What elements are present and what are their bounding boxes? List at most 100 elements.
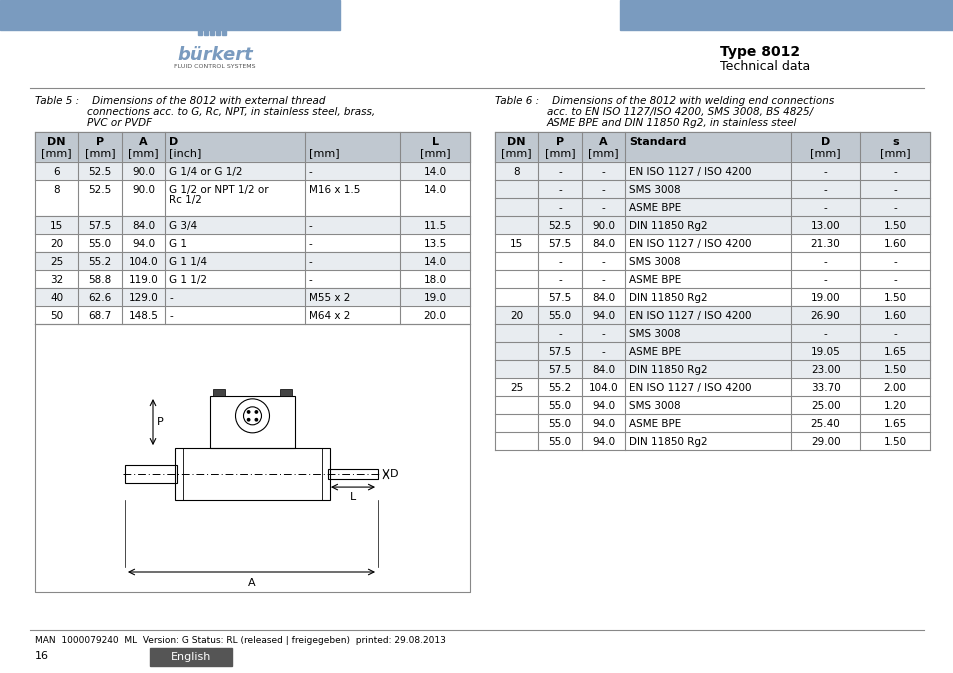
Bar <box>213 389 225 396</box>
Bar <box>35 270 470 288</box>
Text: D: D <box>390 469 398 479</box>
Bar <box>495 198 929 216</box>
Text: 58.8: 58.8 <box>89 275 112 285</box>
Text: 40: 40 <box>51 293 63 303</box>
Bar <box>495 234 929 252</box>
Text: 94.0: 94.0 <box>132 239 155 249</box>
Text: 20: 20 <box>51 239 63 249</box>
Text: 16: 16 <box>35 651 49 661</box>
Text: -: - <box>558 275 561 285</box>
Text: [mm]: [mm] <box>41 148 72 158</box>
Bar <box>125 465 177 483</box>
Text: [mm]: [mm] <box>588 148 618 158</box>
Bar <box>198 30 202 35</box>
Text: 104.0: 104.0 <box>588 383 618 393</box>
Bar <box>495 288 929 306</box>
Text: 25: 25 <box>510 383 523 393</box>
Bar <box>210 30 213 35</box>
Text: 57.5: 57.5 <box>548 293 571 303</box>
Bar <box>35 288 470 306</box>
Bar <box>35 252 470 270</box>
Text: 19.00: 19.00 <box>810 293 840 303</box>
Text: Standard: Standard <box>629 137 686 147</box>
Bar <box>495 360 929 378</box>
Text: P: P <box>157 417 164 427</box>
Text: 1.60: 1.60 <box>882 239 905 249</box>
Text: 1.50: 1.50 <box>882 437 905 447</box>
Bar <box>150 648 232 666</box>
Text: s: s <box>891 137 898 147</box>
Text: D: D <box>170 137 178 147</box>
Text: A: A <box>598 137 607 147</box>
Bar <box>204 30 208 35</box>
Text: 8: 8 <box>53 185 60 195</box>
Text: 129.0: 129.0 <box>129 293 158 303</box>
Bar <box>215 30 220 35</box>
Text: EN ISO 1127 / ISO 4200: EN ISO 1127 / ISO 4200 <box>629 167 751 177</box>
Text: [mm]: [mm] <box>544 148 575 158</box>
Bar <box>35 324 470 592</box>
Text: [mm]: [mm] <box>129 148 159 158</box>
Text: -: - <box>892 329 896 339</box>
Bar <box>280 389 292 396</box>
Text: ASME BPE: ASME BPE <box>629 347 681 357</box>
Text: P: P <box>96 137 104 147</box>
Text: 15: 15 <box>510 239 523 249</box>
Text: 94.0: 94.0 <box>592 311 615 321</box>
Text: English: English <box>171 652 211 662</box>
Text: [inch]: [inch] <box>170 148 202 158</box>
Bar <box>35 180 470 216</box>
Text: 32: 32 <box>51 275 63 285</box>
Text: acc. to EN ISO 1127/ISO 4200, SMS 3008, BS 4825/: acc. to EN ISO 1127/ISO 4200, SMS 3008, … <box>546 107 812 117</box>
Text: -: - <box>558 257 561 267</box>
Text: [mm]: [mm] <box>419 148 450 158</box>
Text: -: - <box>558 185 561 195</box>
Text: -: - <box>892 275 896 285</box>
Text: 18.0: 18.0 <box>423 275 446 285</box>
Bar <box>619 0 953 30</box>
Text: 55.0: 55.0 <box>548 311 571 321</box>
Text: -: - <box>601 185 605 195</box>
Text: -: - <box>822 257 826 267</box>
Text: -: - <box>822 203 826 213</box>
Text: 20: 20 <box>510 311 523 321</box>
Text: -: - <box>309 221 313 231</box>
Text: 29.00: 29.00 <box>810 437 840 447</box>
Text: 90.0: 90.0 <box>592 221 615 231</box>
Bar <box>495 252 929 270</box>
Text: 1.65: 1.65 <box>882 419 906 429</box>
Text: -: - <box>822 185 826 195</box>
Text: L: L <box>350 492 355 502</box>
Text: G 3/4: G 3/4 <box>170 221 197 231</box>
Text: 1.50: 1.50 <box>882 221 905 231</box>
Text: 15: 15 <box>51 221 63 231</box>
Bar <box>35 306 470 324</box>
Text: SMS 3008: SMS 3008 <box>629 401 680 411</box>
Bar <box>495 324 929 342</box>
Text: DN: DN <box>507 137 525 147</box>
Text: FLUID CONTROL SYSTEMS: FLUID CONTROL SYSTEMS <box>174 65 255 69</box>
Bar <box>35 216 470 234</box>
Text: 14.0: 14.0 <box>423 167 446 177</box>
Text: 8: 8 <box>513 167 519 177</box>
Text: 119.0: 119.0 <box>129 275 158 285</box>
Text: -: - <box>601 167 605 177</box>
Text: -: - <box>892 185 896 195</box>
Bar <box>495 270 929 288</box>
Text: 1.65: 1.65 <box>882 347 906 357</box>
Text: 23.00: 23.00 <box>810 365 840 375</box>
Text: [mm]: [mm] <box>809 148 840 158</box>
Text: -: - <box>558 329 561 339</box>
Text: 11.5: 11.5 <box>423 221 446 231</box>
Text: ASME BPE: ASME BPE <box>629 419 681 429</box>
Bar <box>35 234 470 252</box>
Text: 57.5: 57.5 <box>548 347 571 357</box>
Text: 84.0: 84.0 <box>132 221 155 231</box>
Text: DIN 11850 Rg2: DIN 11850 Rg2 <box>629 293 707 303</box>
Text: A: A <box>139 137 148 147</box>
Text: 2.00: 2.00 <box>882 383 905 393</box>
Bar <box>222 30 226 35</box>
Text: 57.5: 57.5 <box>548 239 571 249</box>
Text: 90.0: 90.0 <box>132 167 155 177</box>
Text: 62.6: 62.6 <box>89 293 112 303</box>
